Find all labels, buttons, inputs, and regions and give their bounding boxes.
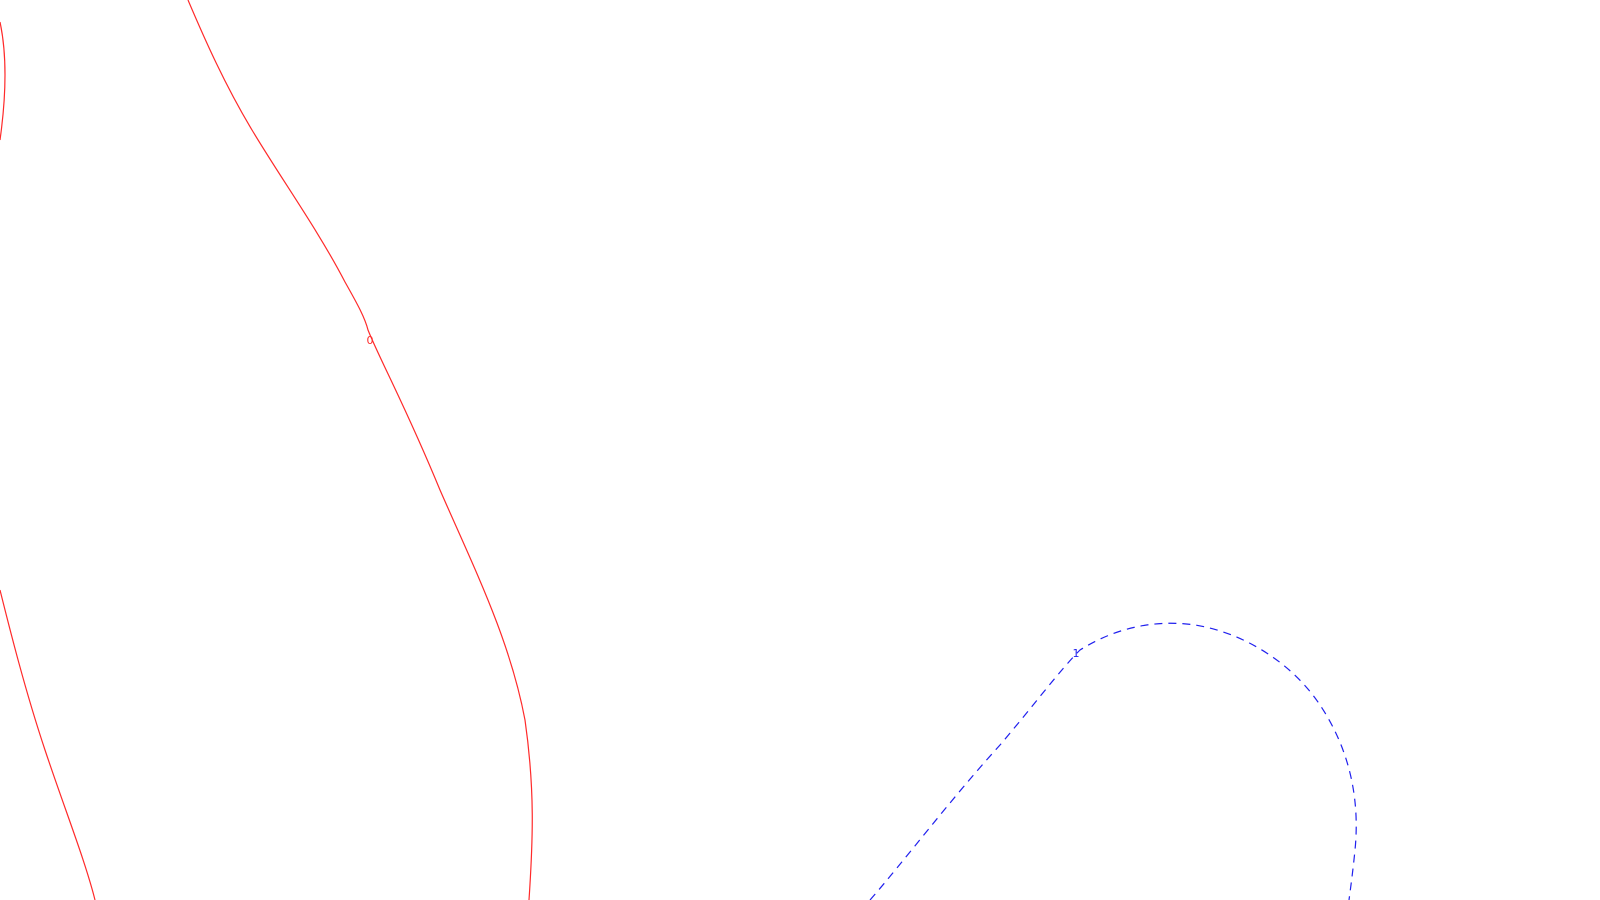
contour-line-0-main xyxy=(187,0,533,900)
contour-line-0-top-left-arc xyxy=(0,21,6,141)
contour-line-1 xyxy=(869,622,1357,900)
contour-line-0-lower-left xyxy=(0,589,96,900)
contour-label-1: 1 xyxy=(1073,647,1080,660)
contour-label-0: 0 xyxy=(367,334,374,347)
